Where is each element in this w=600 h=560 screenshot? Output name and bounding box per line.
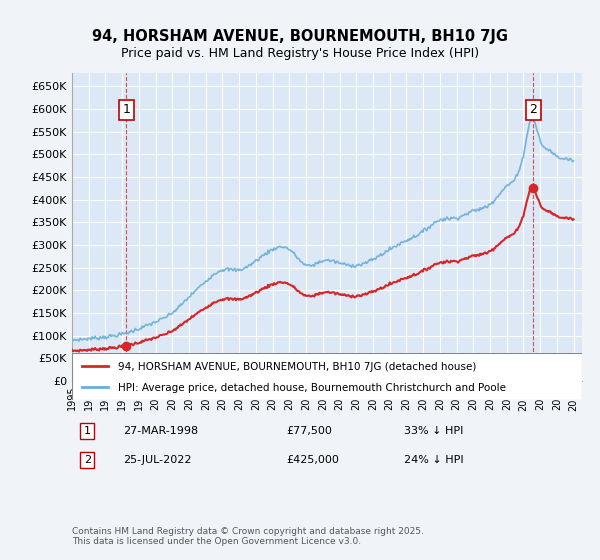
Text: Contains HM Land Registry data © Crown copyright and database right 2025.
This d: Contains HM Land Registry data © Crown c… (72, 526, 424, 546)
Text: 25-JUL-2022: 25-JUL-2022 (123, 455, 191, 465)
Text: HPI: Average price, detached house, Bournemouth Christchurch and Poole: HPI: Average price, detached house, Bour… (118, 383, 506, 393)
Text: 2: 2 (84, 455, 91, 465)
Text: 94, HORSHAM AVENUE, BOURNEMOUTH, BH10 7JG: 94, HORSHAM AVENUE, BOURNEMOUTH, BH10 7J… (92, 29, 508, 44)
Text: 24% ↓ HPI: 24% ↓ HPI (404, 455, 463, 465)
Text: 2: 2 (529, 103, 537, 116)
Text: 27-MAR-1998: 27-MAR-1998 (123, 426, 198, 436)
Text: £77,500: £77,500 (286, 426, 332, 436)
Text: 1: 1 (84, 426, 91, 436)
Text: £425,000: £425,000 (286, 455, 339, 465)
Text: 33% ↓ HPI: 33% ↓ HPI (404, 426, 463, 436)
Text: 1: 1 (122, 103, 130, 116)
Text: Price paid vs. HM Land Registry's House Price Index (HPI): Price paid vs. HM Land Registry's House … (121, 46, 479, 60)
Text: 94, HORSHAM AVENUE, BOURNEMOUTH, BH10 7JG (detached house): 94, HORSHAM AVENUE, BOURNEMOUTH, BH10 7J… (118, 362, 476, 372)
